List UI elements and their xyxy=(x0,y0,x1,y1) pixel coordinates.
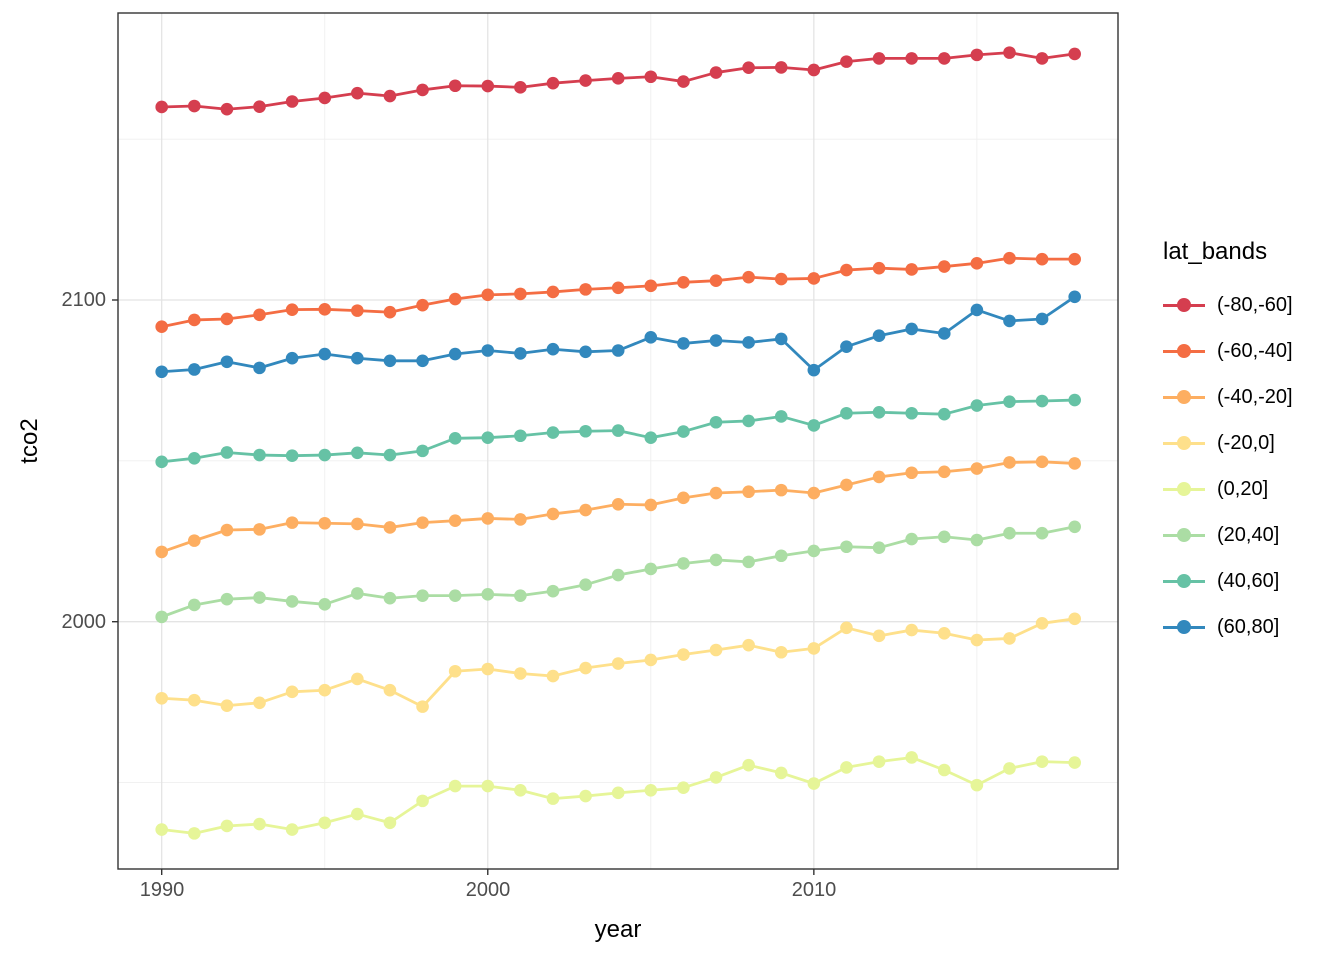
x-axis-title: year xyxy=(594,916,642,943)
legend-label: (-60,-40] xyxy=(1217,339,1293,362)
x-axis-tick-label: 2010 xyxy=(791,879,837,901)
legend-item: (60,80] xyxy=(1163,604,1293,650)
x-axis-tick-label: 1990 xyxy=(139,879,185,901)
legend-item: (-60,-40] xyxy=(1163,328,1293,374)
legend-item: (-40,-20] xyxy=(1163,374,1293,420)
legend-item: (-80,-60] xyxy=(1163,282,1293,328)
legend-label: (40,60] xyxy=(1217,569,1280,592)
legend-key-icon xyxy=(1163,619,1205,635)
legend: lat_bands (-80,-60] (-60,-40] (-40,-20] … xyxy=(1163,238,1293,650)
legend-key-icon xyxy=(1163,573,1205,589)
y-axis-tick-label: 2000 xyxy=(61,611,107,633)
legend-key-icon xyxy=(1163,297,1205,313)
legend-key-icon xyxy=(1163,527,1205,543)
legend-label: (0,20] xyxy=(1217,477,1269,500)
legend-item: (0,20] xyxy=(1163,466,1293,512)
legend-label: (60,80] xyxy=(1217,615,1280,638)
legend-item: (-20,0] xyxy=(1163,420,1293,466)
x-axis-tick-label: 2000 xyxy=(465,879,511,901)
legend-item: (40,60] xyxy=(1163,558,1293,604)
legend-key-icon xyxy=(1163,481,1205,497)
legend-title: lat_bands xyxy=(1163,238,1268,265)
legend-item: (20,40] xyxy=(1163,512,1293,558)
legend-key-icon xyxy=(1163,343,1205,359)
y-axis-title: tco2 xyxy=(16,418,43,464)
legend-key-icon xyxy=(1163,389,1205,405)
y-axis-tick-label: 2100 xyxy=(61,289,107,311)
legend-label: (-80,-60] xyxy=(1217,293,1293,316)
legend-label: (-40,-20] xyxy=(1217,385,1293,408)
legend-label: (20,40] xyxy=(1217,523,1280,546)
legend-label: (-20,0] xyxy=(1217,431,1275,454)
legend-key-icon xyxy=(1163,435,1205,451)
